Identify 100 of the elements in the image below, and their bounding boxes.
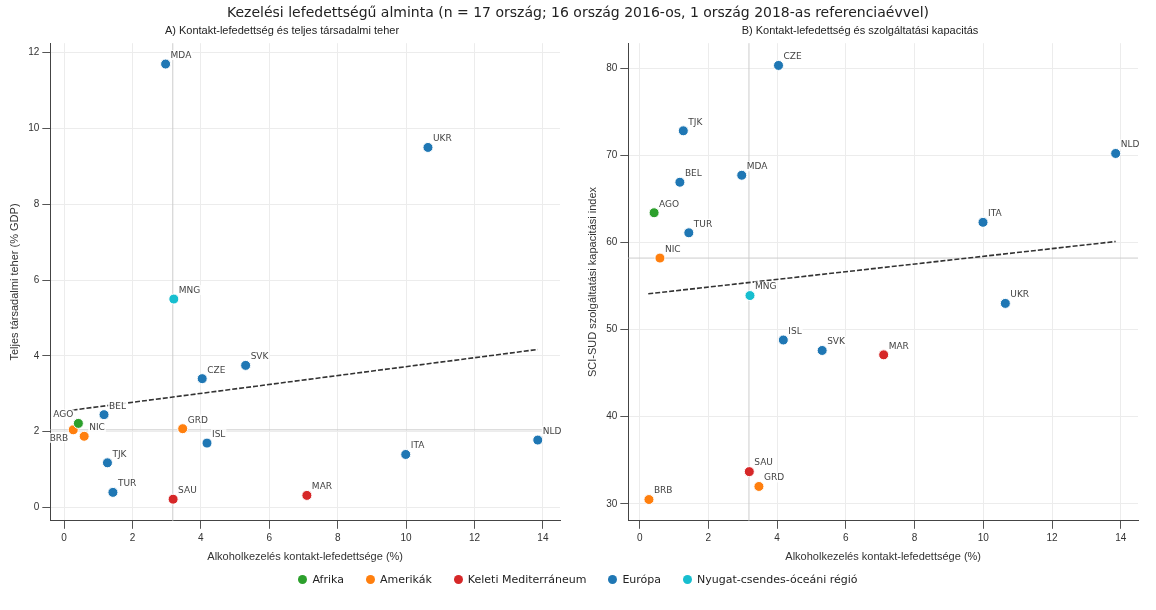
annotation: SVK <box>250 351 270 362</box>
point <box>816 344 828 356</box>
point <box>643 494 655 506</box>
annotation: MDA <box>746 161 769 172</box>
annotation: CZE <box>207 364 226 375</box>
annotation: NLD <box>542 425 562 436</box>
point <box>654 252 666 264</box>
point <box>160 58 172 70</box>
x-axis-title: Alkoholkezelés kontakt-lefedettsége (%) <box>785 550 981 563</box>
annotation: SAU <box>754 457 773 468</box>
annotation: NLD <box>1120 139 1140 150</box>
annotation: SVK <box>827 336 847 347</box>
y-tick-label: 6 <box>33 273 40 285</box>
annotation: AGO <box>659 198 680 209</box>
x-tick-label: 2 <box>129 531 136 543</box>
point <box>177 423 189 435</box>
x-axis-title: Alkoholkezelés kontakt-lefedettsége (%) <box>207 550 403 563</box>
point <box>101 457 113 469</box>
point <box>677 125 689 137</box>
point <box>753 480 765 492</box>
annotation: GRD <box>187 414 208 425</box>
point <box>683 227 695 239</box>
legend-label: Afrika <box>312 572 344 586</box>
annotation: ISL <box>211 428 226 439</box>
annotation: CZE <box>783 51 802 62</box>
point <box>674 176 686 188</box>
y-tick-label: 80 <box>606 61 618 73</box>
point <box>72 417 84 429</box>
point <box>167 493 179 505</box>
x-tick-label: 8 <box>334 531 341 543</box>
x-tick-label: 4 <box>198 531 205 543</box>
y-tick-label: 40 <box>606 410 618 422</box>
x-tick-label: 10 <box>977 531 990 543</box>
annotation: TJK <box>111 448 128 459</box>
y-tick-label: 0 <box>33 501 40 513</box>
annotation: MDA <box>170 49 193 60</box>
point <box>400 448 412 460</box>
x-tick-label: 12 <box>468 531 481 543</box>
annotation: TJK <box>687 116 704 127</box>
chart-title: Kezelési lefedettségű alminta (n = 17 ország; 16 ország 2016-os, 1 ország 2018-as referenciaévvel) <box>226 3 930 22</box>
x-tick-label: 0 <box>636 531 643 543</box>
point <box>744 290 756 302</box>
annotation: ITA <box>410 440 426 451</box>
annotation: BRB <box>49 432 69 443</box>
annotation: ITA <box>988 208 1003 219</box>
y-tick-label: 70 <box>606 148 618 160</box>
annotation: MNG <box>754 281 777 292</box>
x-tick-label: 12 <box>1046 531 1059 543</box>
y-tick-label: 10 <box>28 122 40 134</box>
annotation: AGO <box>53 409 74 420</box>
point <box>422 141 434 153</box>
legend-label: Amerikák <box>379 572 432 586</box>
x-tick-label: 2 <box>705 531 712 543</box>
point <box>1110 147 1122 159</box>
point <box>201 437 213 449</box>
x-tick-label: 8 <box>911 531 918 543</box>
point <box>301 489 313 501</box>
y-tick-label: 12 <box>28 46 40 58</box>
annotation: ISL <box>788 325 802 336</box>
chart-subtitle: A) Kontakt-lefedettség és teljes társadalmi teher <box>164 23 400 36</box>
point <box>743 466 755 478</box>
x-tick-label: 14 <box>537 531 549 543</box>
annotation: UKR <box>432 133 452 144</box>
point <box>240 359 252 371</box>
annotation: NIC <box>89 422 105 433</box>
annotation: BEL <box>109 400 126 411</box>
annotation: MAR <box>888 340 909 351</box>
point <box>168 293 180 305</box>
y-axis-title: SCI-SUD szolgáltatási kapacitási index <box>585 186 598 378</box>
point <box>999 297 1011 309</box>
point <box>78 430 90 442</box>
point <box>532 434 544 446</box>
y-axis-title: Teljes társadalmi teher (% GDP) <box>7 203 20 361</box>
point <box>777 334 789 346</box>
annotation: UKR <box>1010 289 1030 300</box>
annotation: SAU <box>178 485 197 496</box>
x-tick-label: 6 <box>843 531 850 543</box>
annotation: GRD <box>763 472 785 483</box>
y-tick-label: 8 <box>33 198 40 210</box>
y-tick-label: 4 <box>33 349 40 361</box>
y-tick-label: 2 <box>33 425 40 437</box>
annotation: TUR <box>116 478 137 489</box>
x-tick-label: 4 <box>774 531 781 543</box>
y-tick-label: 30 <box>606 497 618 509</box>
y-tick-label: 60 <box>606 236 618 248</box>
legend-label: Keleti Mediterráneum <box>467 572 587 586</box>
x-tick-label: 14 <box>1115 531 1127 543</box>
point <box>773 59 785 71</box>
point <box>878 349 890 361</box>
annotation: BRB <box>653 485 673 496</box>
annotation: TUR <box>692 218 713 229</box>
x-tick-label: 0 <box>61 531 68 543</box>
x-tick-label: 6 <box>266 531 273 543</box>
point <box>648 207 660 219</box>
legend-label: Európa <box>622 572 662 586</box>
chart-title: B) Kontakt-lefedettség és szolgáltatási kapacitás <box>741 23 979 36</box>
annotation: MAR <box>311 481 333 492</box>
annotation: BEL <box>684 168 702 179</box>
annotation: MNG <box>178 284 201 295</box>
y-tick-label: 50 <box>606 323 618 335</box>
